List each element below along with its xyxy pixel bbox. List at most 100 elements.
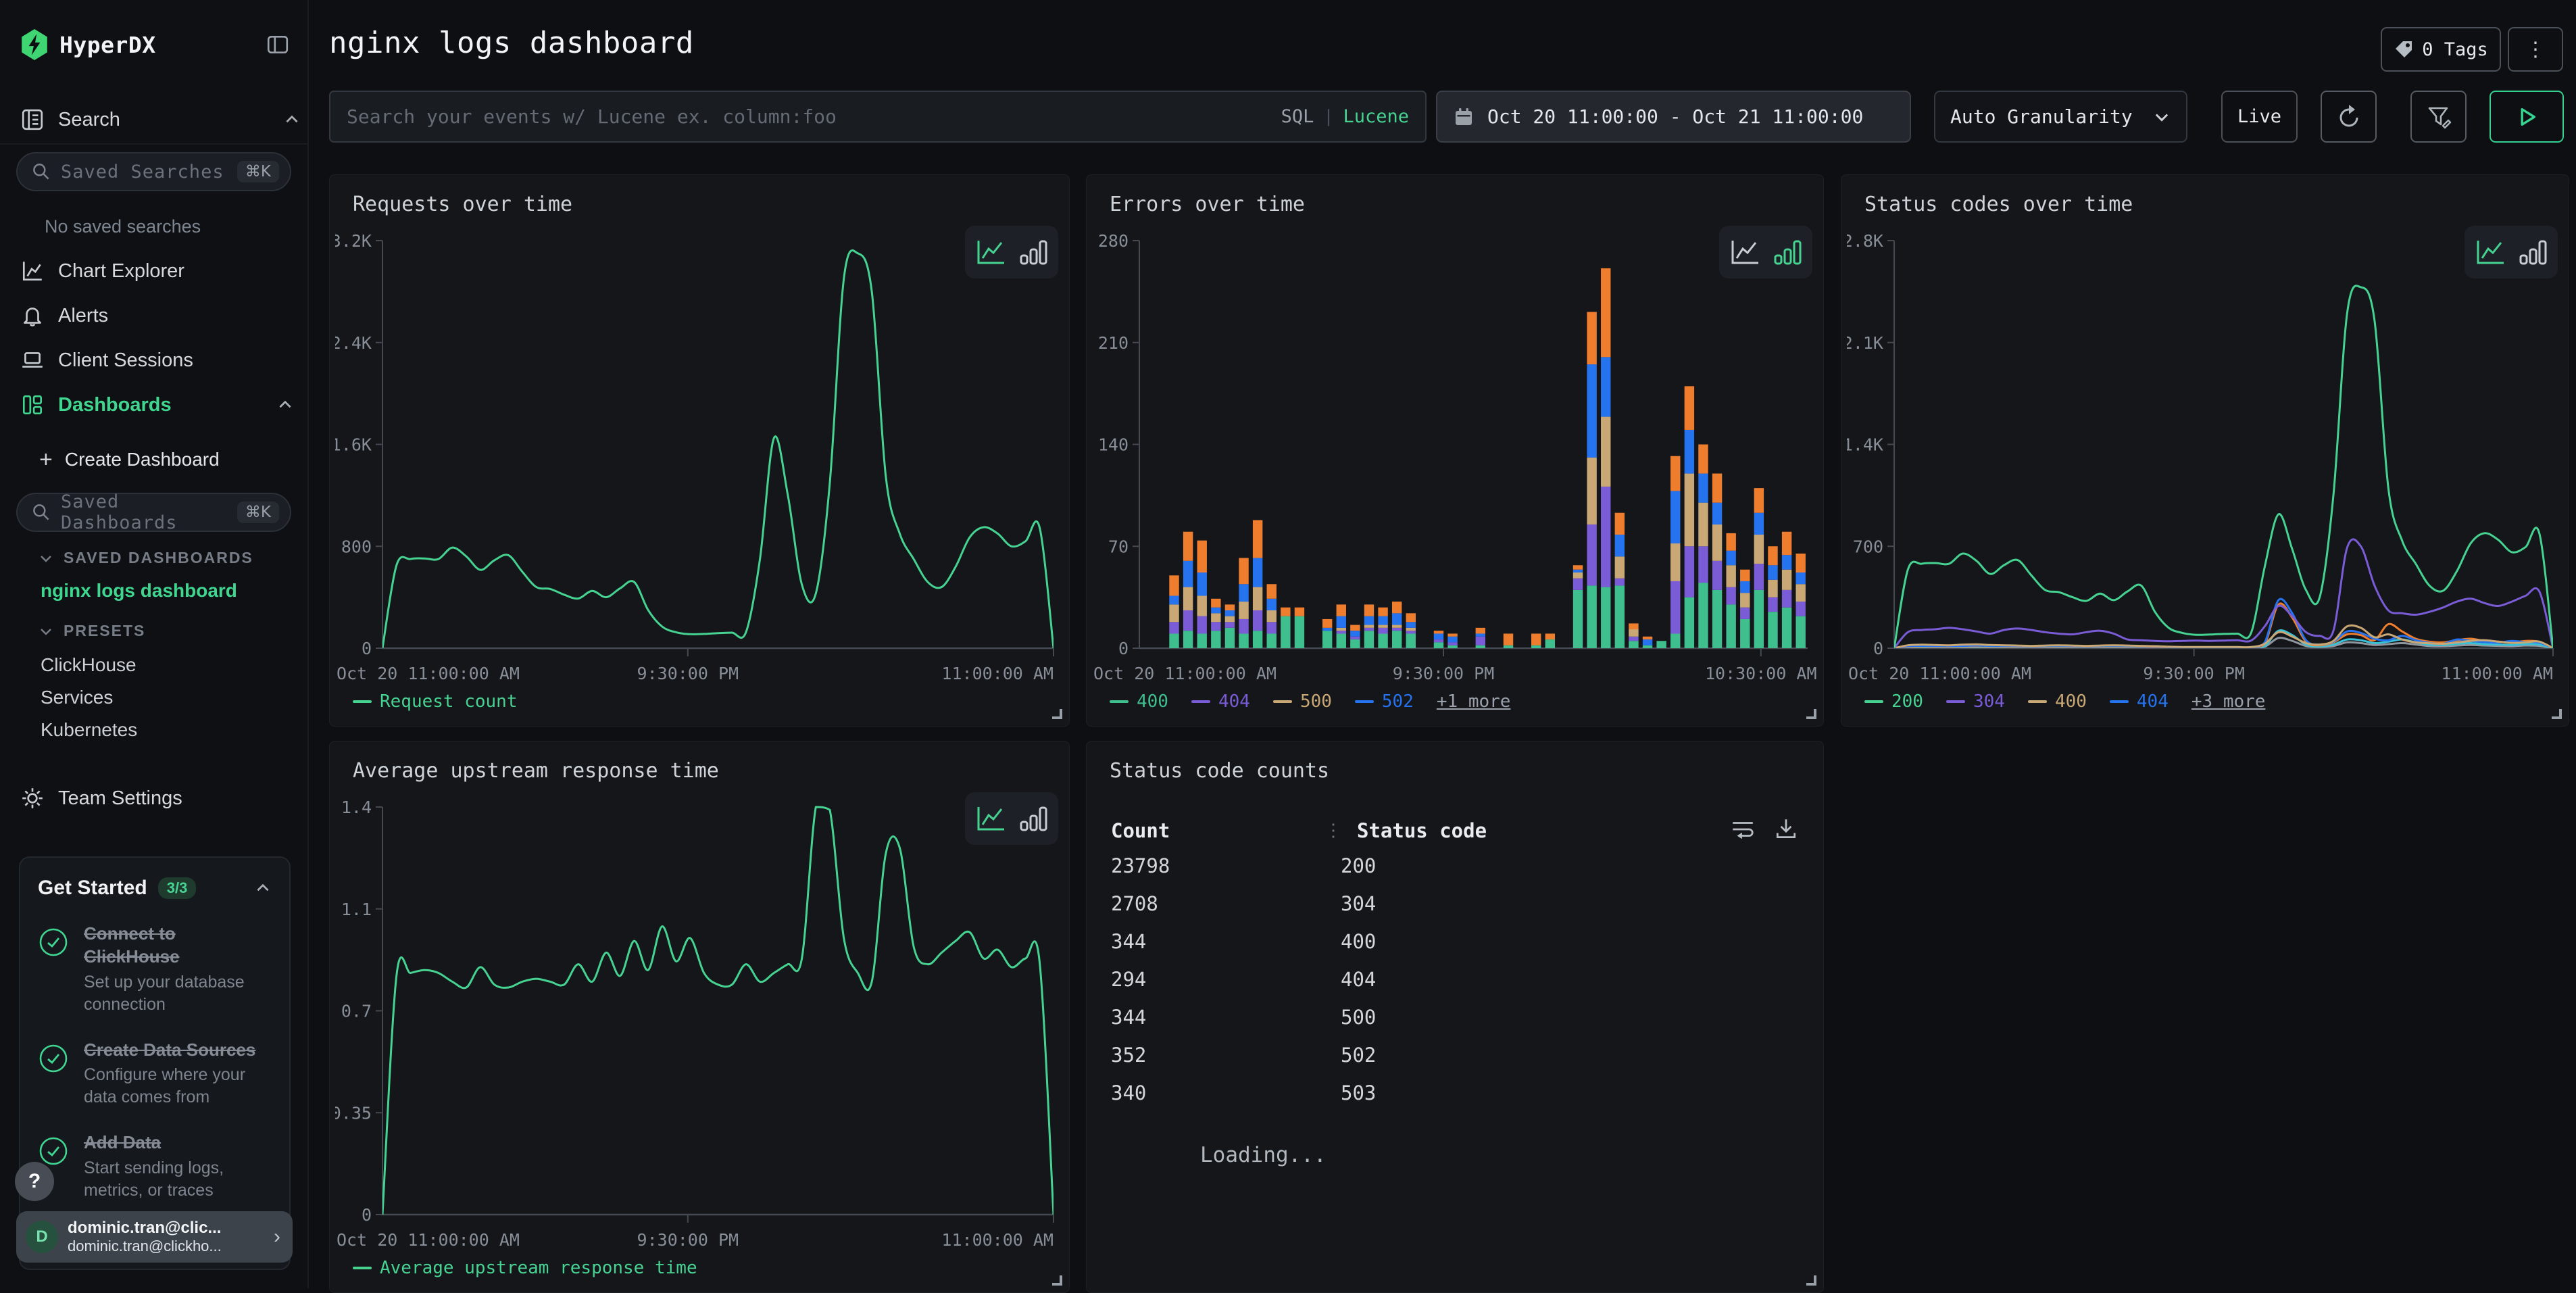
user-menu[interactable]: D dominic.tran@clic... dominic.tran@clic… (16, 1211, 293, 1263)
svg-text:1.4K: 1.4K (1847, 435, 1883, 455)
legend-swatch (353, 700, 372, 703)
saved-searches-placeholder: Saved Searches (61, 162, 228, 182)
saved-dashboards-input[interactable]: Saved Dashboards ⌘K (16, 493, 291, 532)
resize-handle[interactable] (1052, 709, 1062, 719)
bar-chart-icon[interactable] (1018, 238, 1048, 266)
saved-dashboards-group-header[interactable]: SAVED DASHBOARDS (38, 549, 253, 567)
legend-item[interactable]: 400 (2028, 691, 2087, 712)
legend-item[interactable]: 400 (1110, 691, 1168, 712)
presets-group-header[interactable]: PRESETS (38, 622, 145, 640)
step-desc: Start sending logs, metrics, or traces (84, 1157, 261, 1202)
legend-item[interactable]: 404 (2110, 691, 2169, 712)
legend-item[interactable]: Request count (353, 691, 518, 712)
sidebar-item-services[interactable]: Services (41, 687, 113, 708)
collapse-sidebar-icon[interactable] (266, 32, 290, 57)
table-row[interactable]: 340503 (1111, 1074, 1799, 1112)
sidebar-nav: Chart Explorer Alerts Client Sessions Da… (0, 249, 301, 427)
check-circle-icon (38, 1043, 69, 1074)
resize-handle[interactable] (1806, 1275, 1816, 1286)
cell-count: 340 (1111, 1081, 1341, 1104)
sidebar-item-dashboards[interactable]: Dashboards (0, 383, 301, 427)
help-button[interactable]: ? (15, 1162, 54, 1201)
svg-text:Oct 20 11:00:00 AM: Oct 20 11:00:00 AM (337, 664, 520, 683)
chevron-up-icon[interactable] (254, 879, 272, 897)
search-section-icon (20, 107, 45, 132)
get-started-step-sources[interactable]: Create Data Sources Configure where your… (38, 1039, 272, 1109)
column-header-status-code[interactable]: Status code (1357, 819, 1487, 842)
sidebar-item-alerts[interactable]: Alerts (0, 293, 301, 338)
dashboard-menu-button[interactable]: ⋮ (2508, 27, 2563, 72)
line-chart-icon[interactable] (1729, 238, 1760, 266)
column-header-count[interactable]: Count (1111, 819, 1324, 842)
line-chart-icon[interactable] (975, 238, 1006, 266)
get-started-step-add-data[interactable]: Add Data Start sending logs, metrics, or… (38, 1131, 272, 1202)
line-chart-icon[interactable] (2475, 238, 2506, 266)
resize-handle[interactable] (1806, 709, 1816, 719)
live-button[interactable]: Live (2221, 91, 2298, 143)
svg-text:11:00:00 AM: 11:00:00 AM (2441, 664, 2553, 683)
run-query-button[interactable] (2490, 91, 2564, 143)
date-range-picker[interactable]: Oct 20 11:00:00 - Oct 21 11:00:00 (1436, 91, 1911, 143)
svg-text:700: 700 (1853, 537, 1883, 556)
table-row[interactable]: 23798200 (1111, 847, 1799, 885)
errors-chart[interactable]: 280210140700Oct 20 11:00:00 AM9:30:00 PM… (1092, 227, 1818, 700)
lucene-toggle[interactable]: Lucene (1343, 106, 1409, 127)
resize-handle[interactable] (1052, 1275, 1062, 1286)
table-row[interactable]: 352502 (1111, 1036, 1799, 1074)
legend-item[interactable]: 200 (1864, 691, 1923, 712)
svg-text:11:00:00 AM: 11:00:00 AM (941, 1230, 1054, 1250)
resize-handle[interactable] (2552, 709, 2562, 719)
create-dashboard-button[interactable]: + Create Dashboard (39, 441, 220, 479)
table-row[interactable]: 344400 (1111, 923, 1799, 960)
legend-swatch (2028, 700, 2047, 703)
legend-label: 404 (1218, 691, 1250, 712)
sql-toggle[interactable]: SQL (1281, 106, 1314, 127)
wrap-text-icon[interactable] (1730, 816, 1756, 846)
sidebar-item-clickhouse[interactable]: ClickHouse (41, 654, 137, 676)
sidebar-item-nginx-logs-dashboard[interactable]: nginx logs dashboard (41, 580, 237, 602)
table-row[interactable]: 344500 (1111, 998, 1799, 1036)
sidebar-item-client-sessions[interactable]: Client Sessions (0, 338, 301, 383)
refresh-button[interactable] (2321, 91, 2377, 143)
line-chart-icon[interactable] (975, 804, 1006, 833)
download-icon[interactable] (1773, 816, 1799, 846)
sidebar-item-chart-explorer[interactable]: Chart Explorer (0, 249, 301, 293)
requests-chart[interactable]: 3.2K2.4K1.6K8000Oct 20 11:00:00 AM9:30:0… (335, 227, 1064, 700)
table-row[interactable]: 2708304 (1111, 885, 1799, 923)
legend-item[interactable]: 404 (1191, 691, 1250, 712)
sidebar-item-kubernetes[interactable]: Kubernetes (41, 719, 137, 741)
get-started-step-connect[interactable]: Connect to ClickHouse Set up your databa… (38, 923, 272, 1016)
tags-button[interactable]: 0 Tags (2381, 27, 2501, 72)
legend-item[interactable]: 304 (1946, 691, 2005, 712)
bar-chart-icon[interactable] (1018, 804, 1048, 833)
avg-upstream-chart[interactable]: 1.41.10.70.350Oct 20 11:00:00 AM9:30:00 … (335, 794, 1064, 1267)
chart-type-toggle (2464, 226, 2558, 278)
event-search-input[interactable]: Search your events w/ Lucene ex. column:… (329, 91, 1427, 143)
legend-more-link[interactable]: +3 more (2191, 691, 2266, 712)
chevron-down-icon (38, 550, 54, 566)
sidebar-item-team-settings[interactable]: Team Settings (0, 776, 301, 821)
cell-status-code: 500 (1341, 1006, 1376, 1029)
svg-text:2.4K: 2.4K (335, 333, 372, 353)
legend-item[interactable]: 502 (1355, 691, 1414, 712)
granularity-select[interactable]: Auto Granularity (1934, 91, 2187, 143)
gear-icon (20, 786, 45, 810)
legend-item[interactable]: Average upstream response time (353, 1258, 697, 1278)
main-content: nginx logs dashboard 0 Tags ⋮ Search you… (309, 0, 2576, 1288)
legend-more-link[interactable]: +1 more (1437, 691, 1511, 712)
bar-chart-icon[interactable] (1773, 238, 1802, 266)
chevron-down-icon (2152, 107, 2171, 126)
loading-text: Loading... (1200, 1136, 1327, 1174)
filter-button[interactable] (2410, 91, 2467, 143)
legend-item[interactable]: 500 (1273, 691, 1332, 712)
cell-status-code: 400 (1341, 930, 1376, 953)
saved-searches-input[interactable]: Saved Searches ⌘K (16, 152, 291, 191)
table-row[interactable]: 294404 (1111, 960, 1799, 998)
avatar: D (26, 1221, 58, 1253)
sidebar-item-search[interactable]: Search (0, 97, 301, 142)
bar-chart-icon[interactable] (2518, 238, 2548, 266)
legend-label: 404 (2137, 691, 2169, 712)
status-codes-chart[interactable]: 2.8K2.1K1.4K7000Oct 20 11:00:00 AM9:30:0… (1847, 227, 2563, 700)
play-icon (2515, 105, 2538, 128)
column-resize-handle[interactable]: ⋮ (1324, 821, 1342, 841)
